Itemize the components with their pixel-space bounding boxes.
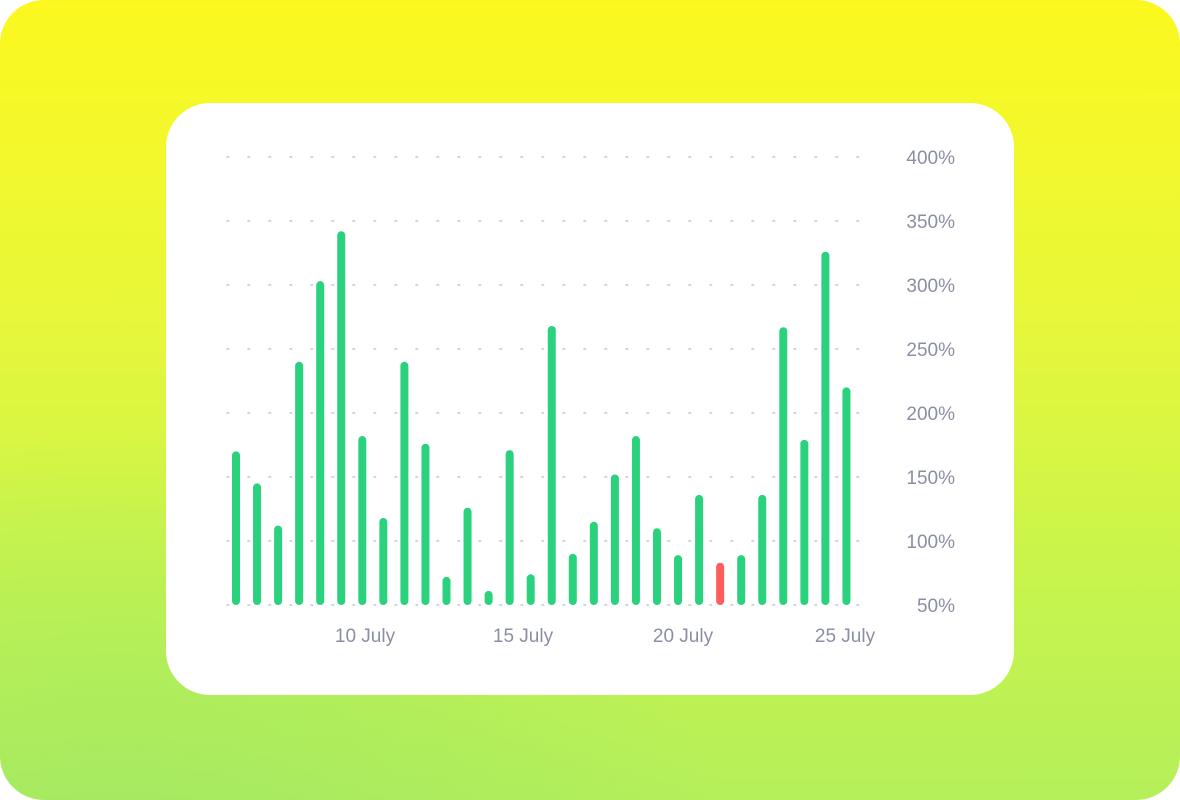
- y-tick-label: 200%: [906, 404, 955, 425]
- y-tick-label: 250%: [906, 340, 955, 361]
- x-tick-label: 25 July: [815, 626, 876, 647]
- y-tick-label: 400%: [906, 148, 955, 169]
- y-tick-label: 50%: [917, 596, 955, 617]
- y-tick-label: 300%: [906, 276, 955, 297]
- y-tick-label: 350%: [906, 212, 955, 233]
- x-tick-label: 15 July: [493, 626, 554, 647]
- x-tick-label: 20 July: [653, 626, 714, 647]
- y-axis-tick-labels: 400% 350% 300% 250% 200% 150% 100% 50%: [906, 148, 955, 617]
- y-tick-label: 150%: [906, 468, 955, 489]
- x-tick-label: 10 July: [335, 626, 396, 647]
- bars: [232, 231, 851, 605]
- x-axis-tick-labels: 10 July 15 July 20 July 25 July: [335, 626, 876, 647]
- y-tick-label: 100%: [906, 532, 955, 553]
